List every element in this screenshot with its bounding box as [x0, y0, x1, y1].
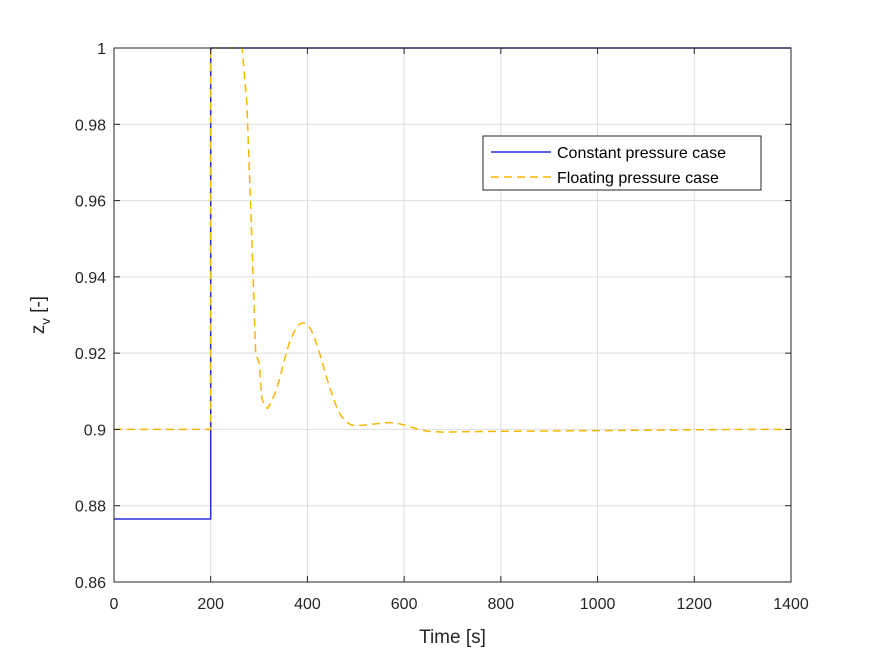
y-tick-label-7: 1 [97, 41, 106, 58]
x-tick-label-6: 1200 [676, 596, 712, 613]
tick-labels: 0 200 400 600 800 1000 1200 1400 0.86 0.88 0.9 0.92… [75, 41, 809, 613]
y-tick-label-2: 0.9 [84, 422, 106, 439]
legend-entry-constant-pressure: Constant pressure case [557, 145, 726, 162]
x-tick-label-4: 800 [488, 596, 515, 613]
y-tick-label-3: 0.92 [75, 346, 106, 363]
y-axis-label-unit: [-] [28, 296, 49, 318]
x-axis-label: Time [s] [419, 627, 486, 648]
y-tick-label-4: 0.94 [75, 270, 106, 287]
legend: Constant pressure case Floating pressure… [482, 135, 762, 191]
axes [113, 47, 792, 583]
y-axis-label: zv [-] [28, 296, 53, 334]
x-tick-label-0: 0 [110, 596, 119, 613]
y-axis-label-subscript: v [38, 318, 53, 325]
plot-area [114, 48, 791, 582]
x-tick-label-5: 1000 [580, 596, 616, 613]
x-tick-label-2: 400 [294, 596, 321, 613]
x-tick-label-1: 200 [197, 596, 224, 613]
y-axis-label-main: z [28, 325, 49, 335]
legend-box [482, 135, 762, 191]
legend-entry-floating-pressure: Floating pressure case [557, 170, 719, 187]
x-tick-label-3: 600 [391, 596, 418, 613]
axes-box [113, 47, 792, 583]
y-tick-label-1: 0.88 [75, 499, 106, 516]
x-tick-label-7: 1400 [773, 596, 809, 613]
y-tick-label-6: 0.98 [75, 117, 106, 134]
y-tick-label-5: 0.96 [75, 194, 106, 211]
y-tick-label-0: 0.86 [75, 575, 106, 592]
